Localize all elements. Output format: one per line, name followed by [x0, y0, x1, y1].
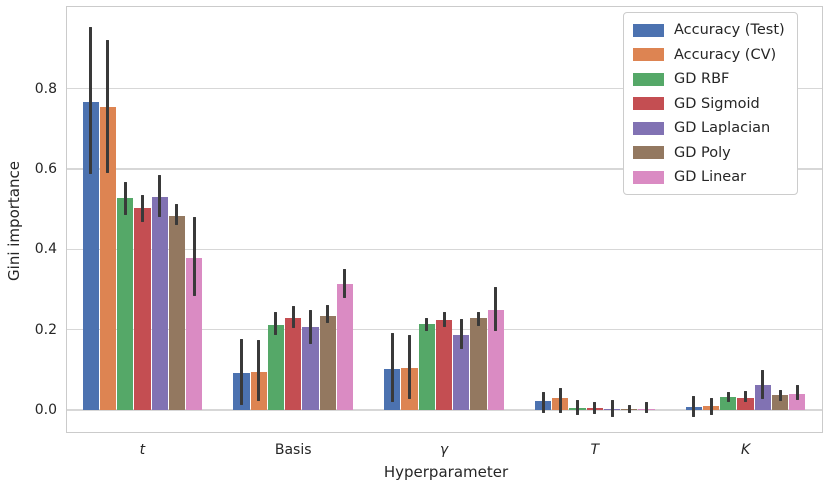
legend-swatch: [633, 23, 664, 37]
error-bar: [627, 405, 631, 413]
gridline: [67, 87, 822, 90]
error-bar: [744, 390, 748, 403]
bar: [418, 323, 435, 411]
legend-item: GD Poly: [633, 144, 785, 162]
bar: [151, 197, 168, 411]
error-bar: [610, 399, 614, 417]
legend-item-label: GD Laplacian: [674, 120, 771, 136]
x-axis-label: Hyperparameter: [383, 463, 509, 481]
bar: [319, 315, 336, 411]
gridline: [67, 168, 822, 170]
error-bar: [593, 402, 597, 415]
error-bar: [541, 392, 545, 414]
x-tick-label: K: [741, 442, 751, 458]
bar: [285, 318, 302, 411]
bar: [185, 258, 203, 411]
bar: [720, 396, 737, 411]
legend-swatch: [633, 72, 664, 86]
bar: [487, 310, 504, 411]
error-bar: [343, 268, 347, 298]
error-bar: [476, 311, 480, 326]
legend-swatch: [633, 146, 664, 159]
error-bar: [459, 319, 463, 349]
error-bar: [709, 397, 713, 415]
error-bar: [326, 304, 330, 324]
legend-item: GD Sigmoid: [633, 95, 785, 113]
legend-item-label: GD Linear: [674, 169, 747, 185]
bar: [168, 215, 185, 411]
bar: [302, 326, 319, 411]
error-bar: [645, 401, 648, 414]
error-bar: [778, 390, 782, 401]
error-bar: [291, 306, 295, 329]
legend-swatch: [633, 170, 664, 184]
error-bar: [442, 312, 446, 327]
error-bar: [390, 332, 394, 403]
y-tick-label: 0.0: [34, 402, 57, 419]
legend-item: GD Laplacian: [633, 119, 785, 137]
error-bar: [425, 317, 429, 332]
legend-item: Accuracy (Test): [633, 21, 785, 39]
error-bar: [106, 39, 110, 173]
bar: [82, 102, 99, 411]
bar: [771, 395, 789, 411]
legend-item-label: Accuracy (CV): [674, 46, 777, 63]
bar: [336, 283, 353, 411]
x-tick-label: γ: [439, 442, 449, 458]
legend-item-label: Accuracy (Test): [674, 22, 785, 38]
y-tick-label: 0.2: [34, 321, 57, 338]
error-bar: [175, 203, 179, 225]
y-tick-label: 0.6: [34, 160, 57, 177]
legend-item: Accuracy (CV): [633, 46, 785, 64]
bar: [435, 319, 453, 411]
error-bar: [576, 400, 580, 415]
bar: [99, 107, 117, 411]
legend-item: GD RBF: [633, 70, 785, 88]
error-bar: [274, 311, 278, 335]
bar: [453, 335, 470, 411]
legend-swatch: [633, 48, 664, 61]
bar: [470, 318, 487, 411]
error-bar: [140, 195, 144, 222]
error-bar: [494, 286, 498, 331]
y-tick-label: 0.4: [34, 241, 57, 258]
bar: [267, 324, 285, 411]
bar: [117, 198, 134, 411]
legend-item-label: GD Poly: [674, 144, 731, 161]
gridline: [67, 248, 822, 250]
error-bar: [795, 385, 799, 401]
error-bar: [558, 387, 562, 413]
error-bar: [692, 396, 696, 418]
x-tick-label: t: [139, 442, 146, 458]
error-bar: [123, 181, 127, 216]
x-tick-label: T: [590, 442, 600, 458]
legend-item-label: GD RBF: [674, 71, 730, 87]
error-bar: [158, 174, 162, 217]
y-tick-label: 0.8: [34, 80, 57, 97]
x-tick-label: Basis: [274, 442, 312, 458]
error-bar: [89, 27, 93, 174]
error-bar: [726, 392, 730, 402]
legend-swatch: [633, 121, 664, 135]
bar: [737, 397, 754, 411]
legend-swatch: [633, 97, 664, 110]
legend-item-label: GD Sigmoid: [674, 95, 760, 112]
error-bar: [308, 310, 312, 344]
error-bar: [239, 338, 243, 406]
bar: [789, 393, 806, 411]
bar: [134, 208, 151, 411]
error-bar: [761, 369, 765, 400]
error-bar: [192, 217, 196, 297]
legend: Accuracy (Test) Accuracy (CV) GD RBF GD Sig…: [623, 12, 798, 195]
error-bar: [257, 340, 261, 401]
error-bar: [408, 335, 412, 400]
legend-item: GD Linear: [633, 168, 785, 186]
